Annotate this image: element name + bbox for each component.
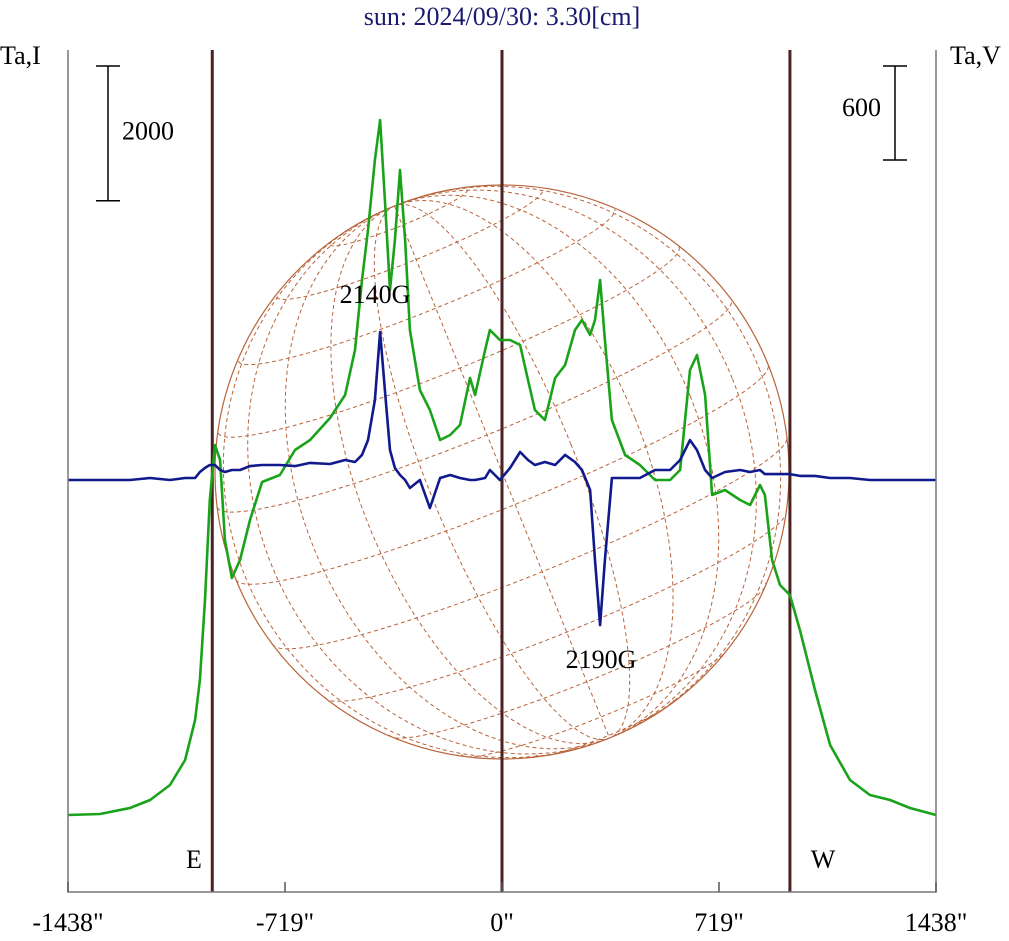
chart-title: sun: 2024/09/30: 3.30[cm] [364,2,641,31]
parallel [237,209,616,366]
parallel [235,364,769,585]
parallel [388,582,767,739]
data-line [68,330,936,627]
x-tick-label: -1438" [32,908,103,937]
parallel [276,189,544,300]
scale-bar-label: 2000 [122,116,174,145]
parallel [217,246,680,438]
parallel [329,188,469,247]
parallel [324,510,787,702]
scale-bar [883,65,907,161]
annotation: 2140G [340,280,411,309]
y-axis-label: Ta,I [0,41,41,70]
annotation: E [186,845,202,874]
x-tick-label: 719" [694,908,744,937]
annotation: W [811,845,836,874]
y2-axis-label: Ta,V [950,41,1001,70]
data-line [67,118,937,817]
parallel [272,436,788,650]
x-tick-label: -719" [256,908,314,937]
parallel [460,646,729,758]
scale-bar-label: 600 [842,93,881,122]
x-tick-label: 0" [490,908,514,937]
parallel [216,299,733,513]
x-tick-label: 1438" [905,908,968,937]
scale-bar [96,65,120,202]
meridian [330,200,674,744]
annotation: 2190G [566,645,637,674]
